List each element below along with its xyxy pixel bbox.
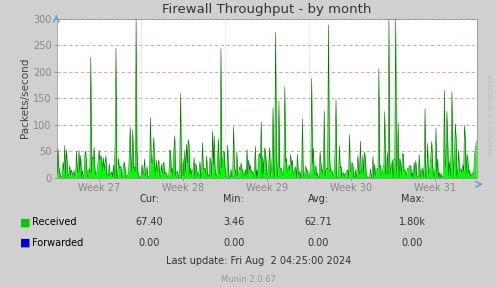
Text: RRDTOOL / TOBI OETIKER: RRDTOOL / TOBI OETIKER [489,74,494,155]
Text: Min:: Min: [223,195,244,204]
Text: Forwarded: Forwarded [32,238,83,247]
Text: 1.80k: 1.80k [399,218,426,227]
Text: 62.71: 62.71 [304,218,332,227]
Text: Munin 2.0.67: Munin 2.0.67 [221,275,276,284]
Text: Max:: Max: [401,195,424,204]
Text: ■: ■ [20,238,30,247]
Y-axis label: Packets/second: Packets/second [20,58,30,139]
Title: Firewall Throughput - by month: Firewall Throughput - by month [163,3,372,16]
Text: ■: ■ [20,218,30,227]
Text: 0.00: 0.00 [223,238,245,247]
Text: 3.46: 3.46 [223,218,245,227]
Text: Received: Received [32,218,77,227]
Text: Avg:: Avg: [308,195,329,204]
Text: Cur:: Cur: [139,195,159,204]
Text: 0.00: 0.00 [307,238,329,247]
Text: Last update: Fri Aug  2 04:25:00 2024: Last update: Fri Aug 2 04:25:00 2024 [166,256,351,266]
Text: 0.00: 0.00 [138,238,160,247]
Text: 67.40: 67.40 [135,218,163,227]
Text: 0.00: 0.00 [402,238,423,247]
